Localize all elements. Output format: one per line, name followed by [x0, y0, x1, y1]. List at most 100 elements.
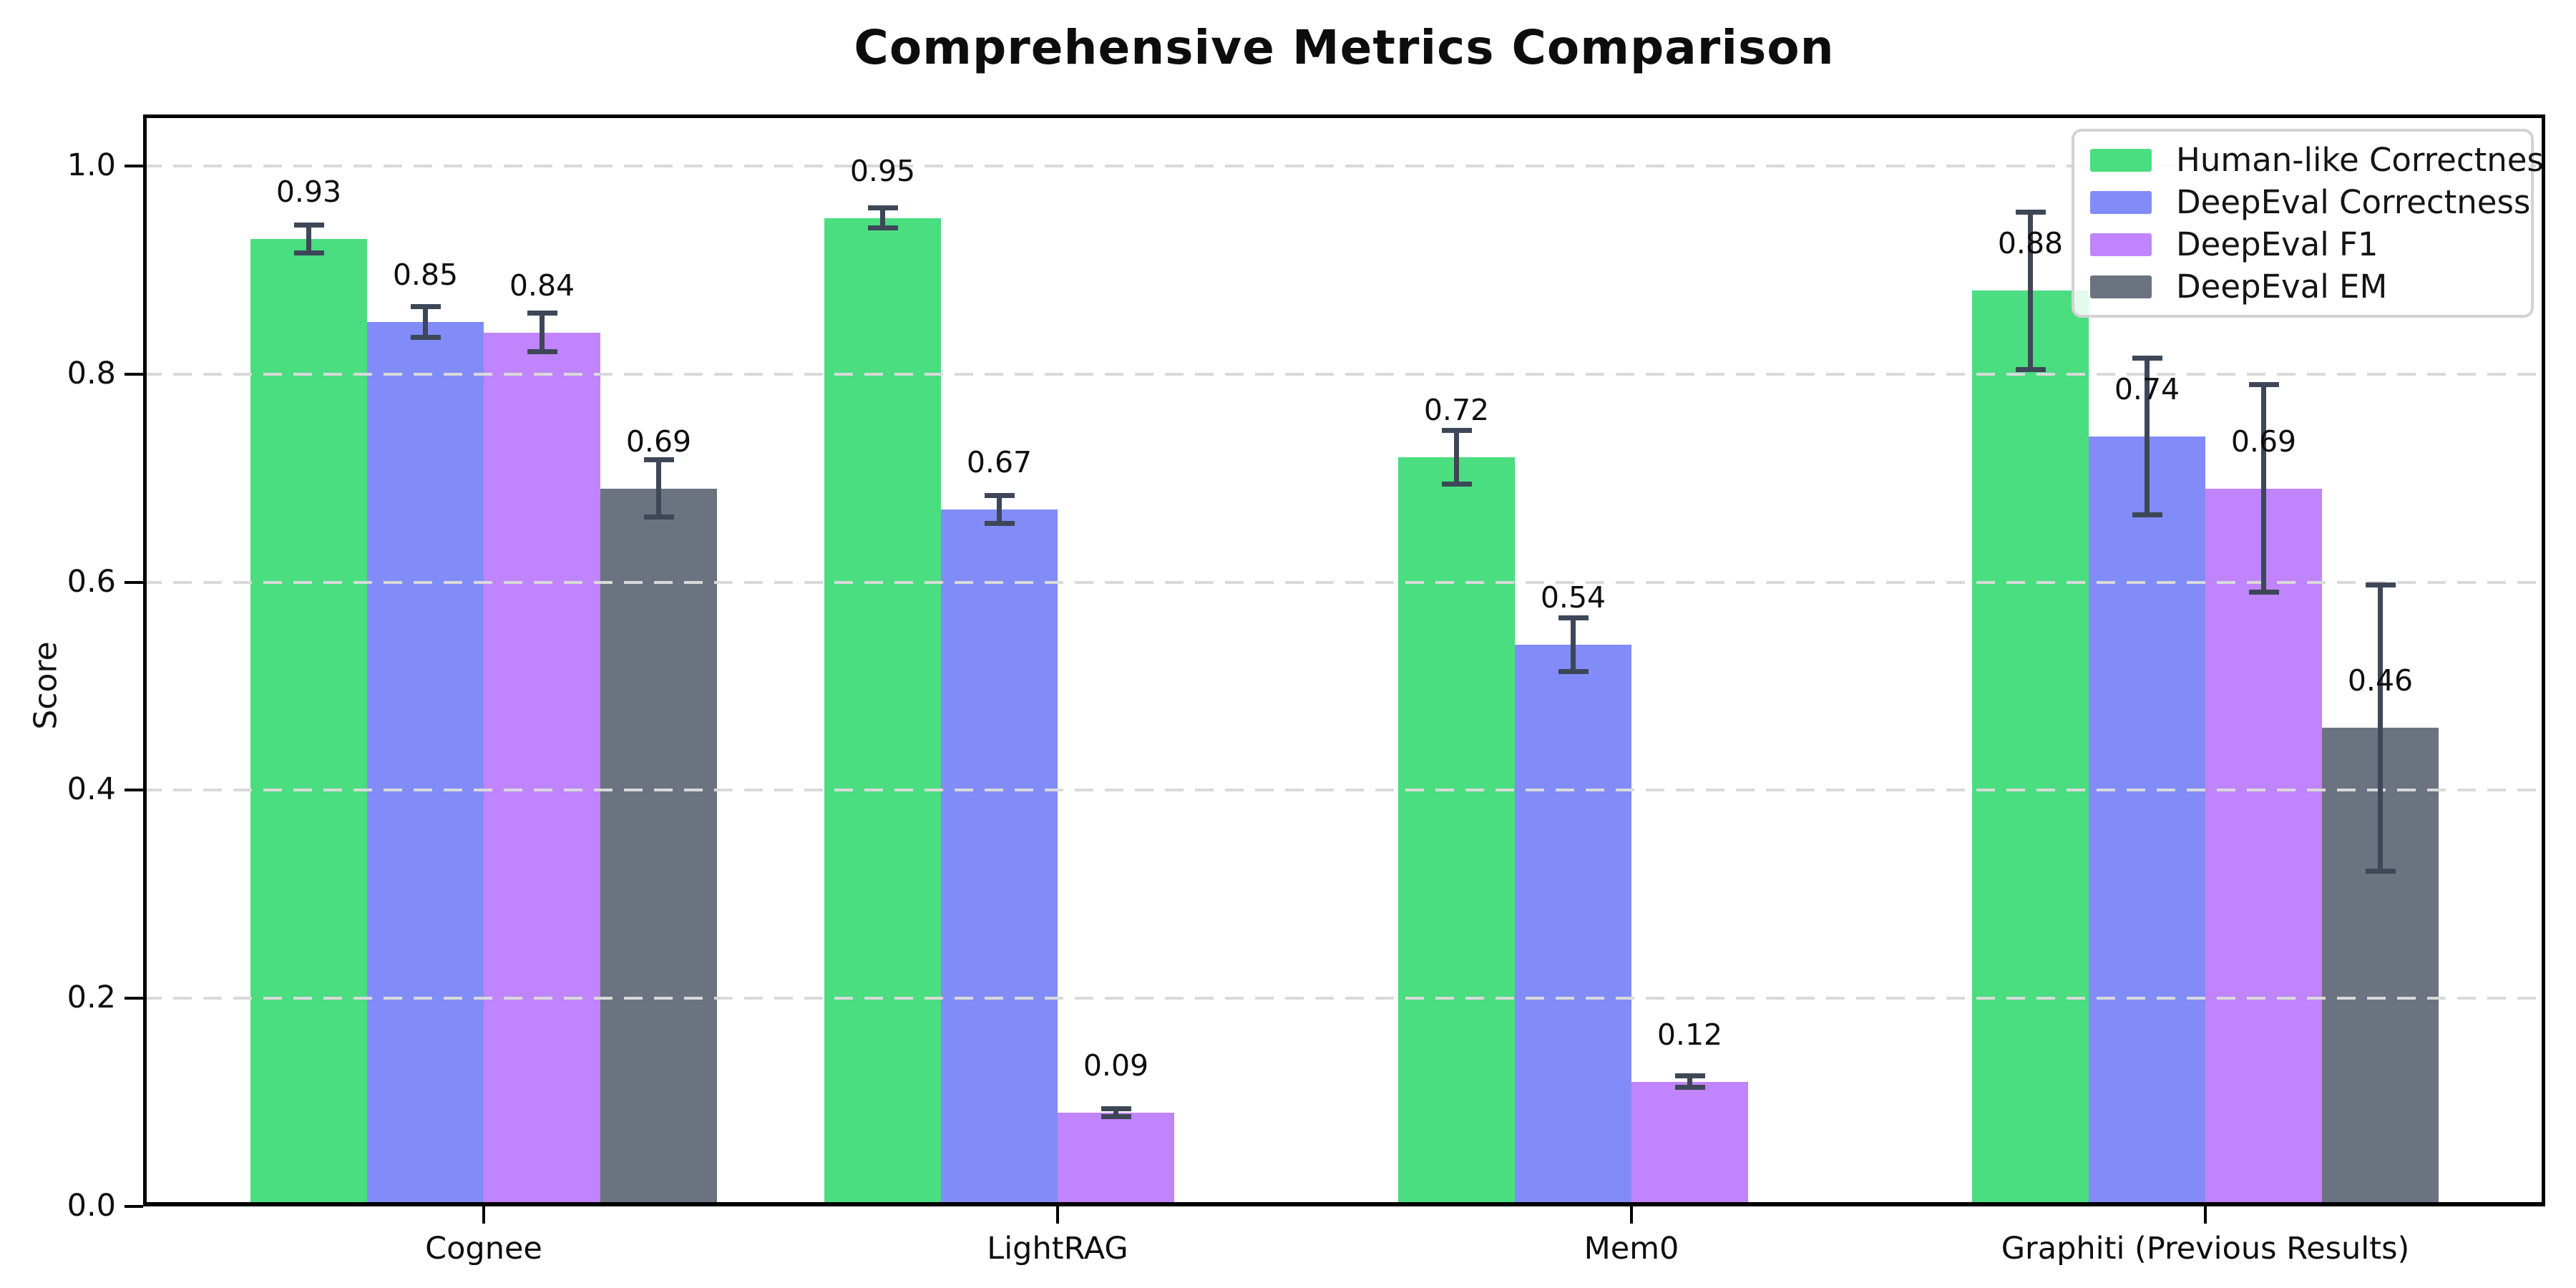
error-bar-line [1113, 1106, 1118, 1119]
y-tick-mark [125, 789, 143, 792]
legend-swatch [2090, 148, 2152, 172]
y-tick-mark [125, 1205, 143, 1208]
y-tick-mark [125, 372, 143, 376]
axis-spine-bottom [143, 1202, 2545, 1206]
error-bar-line [2145, 355, 2150, 518]
x-tick-mark [2204, 1206, 2207, 1224]
bar [824, 218, 941, 1206]
bar [1631, 1081, 1748, 1206]
error-bar-cap-top [1441, 428, 1472, 434]
plot-area: Human-like Correctness DeepEval Correctne… [143, 114, 2545, 1206]
axis-spine-right [2542, 114, 2545, 1206]
bar [2205, 488, 2322, 1206]
error-bar-line [2028, 210, 2033, 372]
x-tick-mark [1056, 1206, 1059, 1224]
error-bar-cap-top [410, 304, 441, 310]
error-bar-cap-top [2248, 382, 2279, 388]
error-bar-cap-bottom [1101, 1113, 1131, 1119]
legend-item: DeepEval EM [2090, 268, 2531, 306]
error-bar-cap-top [867, 205, 898, 211]
bar-value-label: 0.88 [1997, 226, 2064, 261]
bar [1398, 457, 1515, 1206]
error-bar-cap-top [1558, 615, 1589, 621]
bar [941, 509, 1058, 1206]
legend-item: DeepEval F1 [2090, 225, 2531, 263]
error-bar-line [540, 311, 545, 355]
gridline [143, 580, 2545, 584]
error-bar-line [423, 304, 428, 340]
bar [1058, 1113, 1174, 1206]
x-tick-label: LightRAG [987, 1231, 1128, 1267]
error-bar-cap-bottom [527, 349, 557, 355]
bar-value-label: 0.84 [509, 268, 575, 303]
gridline [143, 165, 2545, 167]
legend-swatch [2090, 190, 2152, 214]
error-bar-cap-bottom [867, 225, 898, 231]
y-tick-label: 0.2 [67, 980, 116, 1016]
bar [484, 332, 600, 1206]
error-bar-cap-bottom [1674, 1085, 1705, 1091]
error-bar-cap-top [1674, 1073, 1705, 1078]
error-bar-line [880, 205, 885, 231]
axis-spine-top [143, 114, 2545, 118]
error-bar-line [2378, 582, 2383, 874]
error-bar-cap-top [643, 457, 674, 463]
error-bar-line [2261, 382, 2266, 595]
bar-value-label: 0.09 [1083, 1048, 1149, 1083]
bar [1972, 291, 2089, 1206]
y-tick-label: 0.0 [67, 1188, 116, 1224]
bar [2089, 436, 2205, 1206]
error-bar-line [1571, 615, 1576, 674]
error-bar-cap-bottom [1558, 668, 1589, 674]
error-bar-line [997, 492, 1002, 527]
bar-value-label: 0.74 [2114, 372, 2180, 407]
error-bar-cap-top [293, 222, 324, 228]
error-bar-cap-bottom [643, 514, 674, 520]
y-tick-mark [125, 997, 143, 1000]
error-bar-cap-top [2132, 355, 2162, 361]
bar-value-label: 0.69 [625, 424, 692, 459]
bar-value-label: 0.93 [275, 174, 342, 209]
bar-value-label: 0.46 [2347, 663, 2414, 698]
x-tick-mark [1630, 1206, 1633, 1224]
error-bar-line [306, 222, 311, 256]
error-bar-cap-bottom [2365, 868, 2396, 874]
legend-item: DeepEval Correctness [2090, 183, 2531, 221]
legend: Human-like Correctness DeepEval Correctne… [2072, 129, 2545, 318]
bar-value-label: 0.95 [849, 153, 916, 188]
error-bar-line [1454, 428, 1459, 487]
y-tick-label: 1.0 [67, 147, 116, 183]
x-tick-label: Cognee [425, 1231, 542, 1267]
legend-label: Human-like Correctness [2176, 141, 2545, 179]
bar [367, 322, 484, 1206]
error-bar-cap-top [527, 311, 557, 316]
bar [1515, 644, 1631, 1206]
y-tick-label: 0.8 [67, 355, 116, 391]
legend-swatch [2090, 275, 2152, 298]
x-tick-label: Graphiti (Previous Results) [2001, 1231, 2410, 1267]
error-bar-cap-bottom [984, 521, 1015, 527]
bar-value-label: 0.54 [1540, 580, 1606, 615]
bar-value-label: 0.67 [966, 444, 1033, 479]
axis-spine-left [143, 114, 147, 1206]
error-bar-line [1687, 1073, 1692, 1091]
legend-label: DeepEval EM [2176, 268, 2388, 306]
y-axis-label: Score [27, 641, 64, 730]
error-bar-cap-bottom [2248, 590, 2279, 595]
bar-value-label: 0.85 [392, 258, 459, 293]
legend-label: DeepEval F1 [2176, 225, 2379, 263]
error-bar-cap-bottom [293, 250, 324, 256]
y-tick-label: 0.4 [67, 771, 116, 808]
bar-value-label: 0.69 [2230, 424, 2297, 459]
error-bar-line [656, 457, 661, 520]
bar-value-label: 0.12 [1657, 1017, 1723, 1052]
error-bar-cap-top [2365, 582, 2396, 587]
bar-value-label: 0.72 [1423, 393, 1490, 428]
bar [600, 488, 717, 1206]
gridline [143, 789, 2545, 792]
bar [250, 238, 367, 1206]
x-tick-mark [482, 1206, 485, 1224]
error-bar-cap-top [1101, 1106, 1131, 1112]
y-tick-label: 0.6 [67, 563, 116, 600]
legend-item: Human-like Correctness [2090, 141, 2545, 179]
